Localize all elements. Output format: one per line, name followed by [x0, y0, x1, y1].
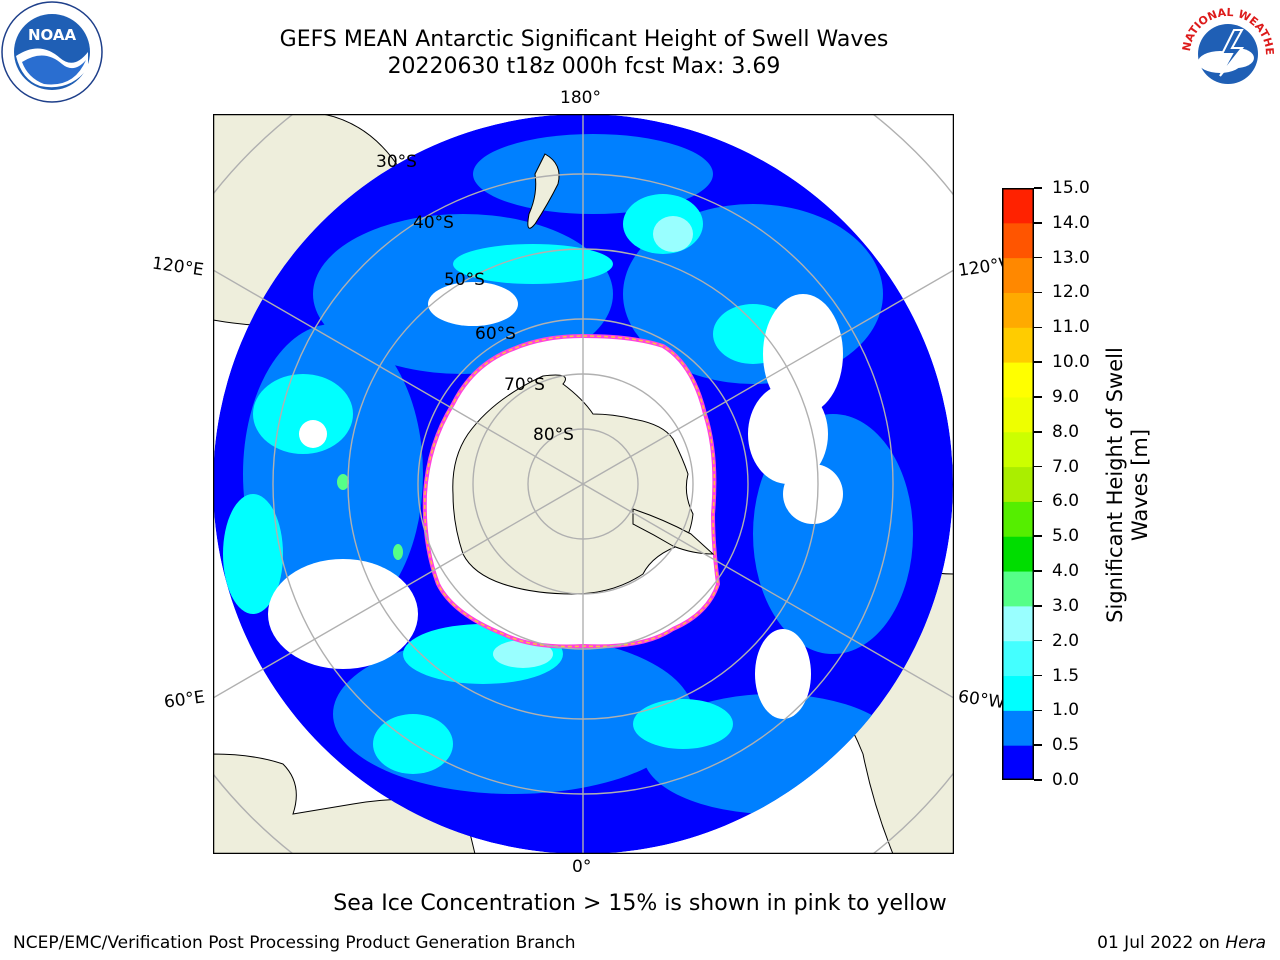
- colorbar-tick-mark: [1034, 396, 1042, 398]
- svg-text:NOAA: NOAA: [28, 26, 77, 44]
- colorbar-tick-mark: [1034, 744, 1042, 746]
- colorbar-tick-label: 14.0: [1052, 212, 1090, 233]
- chart-title: GEFS MEAN Antarctic Significant Height o…: [279, 27, 889, 52]
- footer-date: 01 Jul 2022 on Hera: [1097, 933, 1266, 953]
- colorbar-tick-label: 6.0: [1052, 491, 1080, 512]
- colorbar-tick-mark: [1034, 779, 1042, 781]
- colorbar-tick-label: 7.0: [1052, 456, 1080, 477]
- colorbar-segment: [1002, 640, 1034, 677]
- colorbar-tick-mark: [1034, 326, 1042, 329]
- lat-label-80s: 80°S: [533, 425, 574, 445]
- colorbar-tick-label: 5.0: [1052, 526, 1080, 547]
- colorbar-segment: [1002, 571, 1034, 607]
- lat-label-60s: 60°S: [475, 324, 516, 344]
- noaa-logo: NOAA: [1, 1, 103, 103]
- lon-label-120e: 120°E: [150, 253, 205, 281]
- colorbar-tick-mark: [1034, 500, 1042, 503]
- colorbar-label: Significant Height of Swell Waves [m]: [1103, 347, 1152, 623]
- antarctic-peninsula: [632, 508, 715, 555]
- colorbar-segment: [1002, 605, 1034, 642]
- colorbar-tick-label: 4.0: [1052, 561, 1080, 582]
- colorbar-tick-mark: [1034, 570, 1042, 572]
- lat-label-70s: 70°S: [504, 375, 545, 395]
- colorbar-segment: [1002, 327, 1034, 363]
- lat-label-40s: 40°S: [413, 213, 454, 233]
- colorbar-tick-mark: [1034, 535, 1042, 537]
- colorbar-tick-mark: [1034, 674, 1042, 677]
- colorbar-tick-mark: [1034, 361, 1042, 363]
- colorbar-segment: [1002, 536, 1034, 572]
- colorbar-segment: [1002, 362, 1034, 398]
- colorbar-tick-mark: [1034, 256, 1042, 259]
- polar-map: [213, 114, 954, 854]
- colorbar-segment: [1002, 431, 1034, 468]
- colorbar-segment: [1002, 292, 1034, 328]
- lon-label-60w: 60°W: [956, 686, 1007, 714]
- colorbar-tick-mark: [1034, 465, 1042, 468]
- colorbar-tick-label: 8.0: [1052, 421, 1080, 442]
- lon-label-60e: 60°E: [162, 687, 207, 713]
- lat-label-30s: 30°S: [376, 152, 417, 172]
- colorbar-segment: [1002, 745, 1034, 780]
- colorbar-tick-label: 1.0: [1052, 700, 1080, 721]
- nws-logo: NATIONAL WEATHER SERVICE: [1176, 0, 1278, 102]
- footer-credit: NCEP/EMC/Verification Post Processing Pr…: [13, 933, 576, 953]
- new-zealand-land: [527, 153, 560, 229]
- lon-label-0: 0°: [572, 857, 592, 877]
- colorbar-tick-mark: [1034, 291, 1042, 294]
- colorbar-segment: [1002, 188, 1034, 224]
- colorbar-tick-label: 2.0: [1052, 630, 1080, 651]
- colorbar-tick-label: 0.0: [1052, 770, 1080, 790]
- colorbar-tick-label: 1.5: [1052, 665, 1080, 686]
- colorbar-tick-mark: [1034, 222, 1042, 224]
- colorbar-tick-mark: [1034, 709, 1042, 712]
- colorbar-segment: [1002, 466, 1034, 502]
- colorbar-tick-mark: [1034, 187, 1042, 189]
- colorbar-segment: [1002, 222, 1034, 259]
- colorbar-tick-label: 9.0: [1052, 386, 1080, 407]
- colorbar-tick-label: 10.0: [1052, 352, 1090, 373]
- colorbar-segment: [1002, 501, 1034, 537]
- colorbar-segment: [1002, 257, 1034, 293]
- colorbar-tick-label: 0.5: [1052, 735, 1080, 756]
- lon-label-180: 180°: [560, 88, 601, 108]
- lat-label-50s: 50°S: [444, 270, 485, 290]
- colorbar-tick-label: 15.0: [1052, 178, 1090, 198]
- colorbar-tick-mark: [1034, 605, 1042, 607]
- colorbar-tick-label: 3.0: [1052, 595, 1080, 616]
- colorbar-tick-mark: [1034, 639, 1042, 642]
- chart-subtitle: 20220630 t18z 000h fcst Max: 3.69: [387, 54, 781, 79]
- colorbar: [1002, 188, 1034, 780]
- colorbar-tick-mark: [1034, 431, 1042, 433]
- sea-ice-note: Sea Ice Concentration > 15% is shown in …: [333, 891, 947, 916]
- colorbar-segment: [1002, 710, 1034, 746]
- colorbar-tick-label: 12.0: [1052, 282, 1090, 303]
- colorbar-segment: [1002, 396, 1034, 433]
- colorbar-tick-label: 11.0: [1052, 317, 1090, 338]
- colorbar-segment: [1002, 675, 1034, 711]
- colorbar-tick-label: 13.0: [1052, 247, 1090, 268]
